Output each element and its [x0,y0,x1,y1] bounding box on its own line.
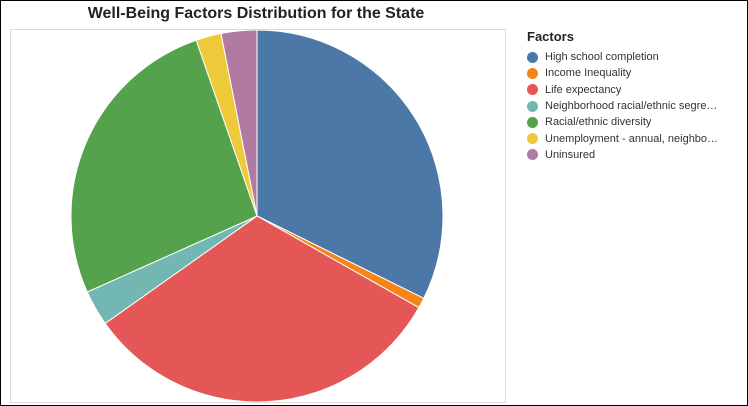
legend-title: Factors [527,29,574,44]
legend-swatch [527,51,538,63]
legend-label: Life expectancy [545,83,622,96]
legend-swatch [527,116,538,128]
legend-label: Racial/ethnic diversity [545,116,652,129]
legend-item[interactable]: Racial/ethnic diversity [527,114,742,130]
legend-items: High school completion Income Inequality L… [527,49,742,163]
legend-item[interactable]: Income Inequality [527,65,742,81]
pie-slice-6[interactable] [220,30,258,217]
pie-slice-2[interactable] [104,215,420,402]
legend-label: Income Inequality [545,67,632,80]
legend-swatch [527,133,538,145]
legend-swatch [527,67,538,79]
legend-swatch [527,149,538,161]
legend-swatch [527,100,538,112]
legend-label: Neighborhood racial/ethnic segre… [545,100,718,113]
legend-label: Uninsured [545,148,596,161]
legend-item[interactable]: Neighborhood racial/ethnic segre… [527,98,742,114]
legend-item[interactable]: Life expectancy [527,82,742,98]
chart-title: Well-Being Factors Distribution for the … [87,5,425,22]
legend-item[interactable]: Unemployment - annual, neighbo… [527,130,742,146]
pie-slice-4[interactable] [70,39,258,293]
pie-slice-0[interactable] [256,30,444,300]
pie-chart [70,30,444,402]
legend-item[interactable]: High school completion [527,49,742,65]
legend-label: Unemployment - annual, neighbo… [545,132,719,145]
legend-item[interactable]: Uninsured [527,147,742,163]
legend-label: High school completion [545,51,659,64]
legend: Factors High school completion Income Ine… [527,29,742,163]
legend-swatch [527,84,538,96]
plot-area [10,29,506,403]
